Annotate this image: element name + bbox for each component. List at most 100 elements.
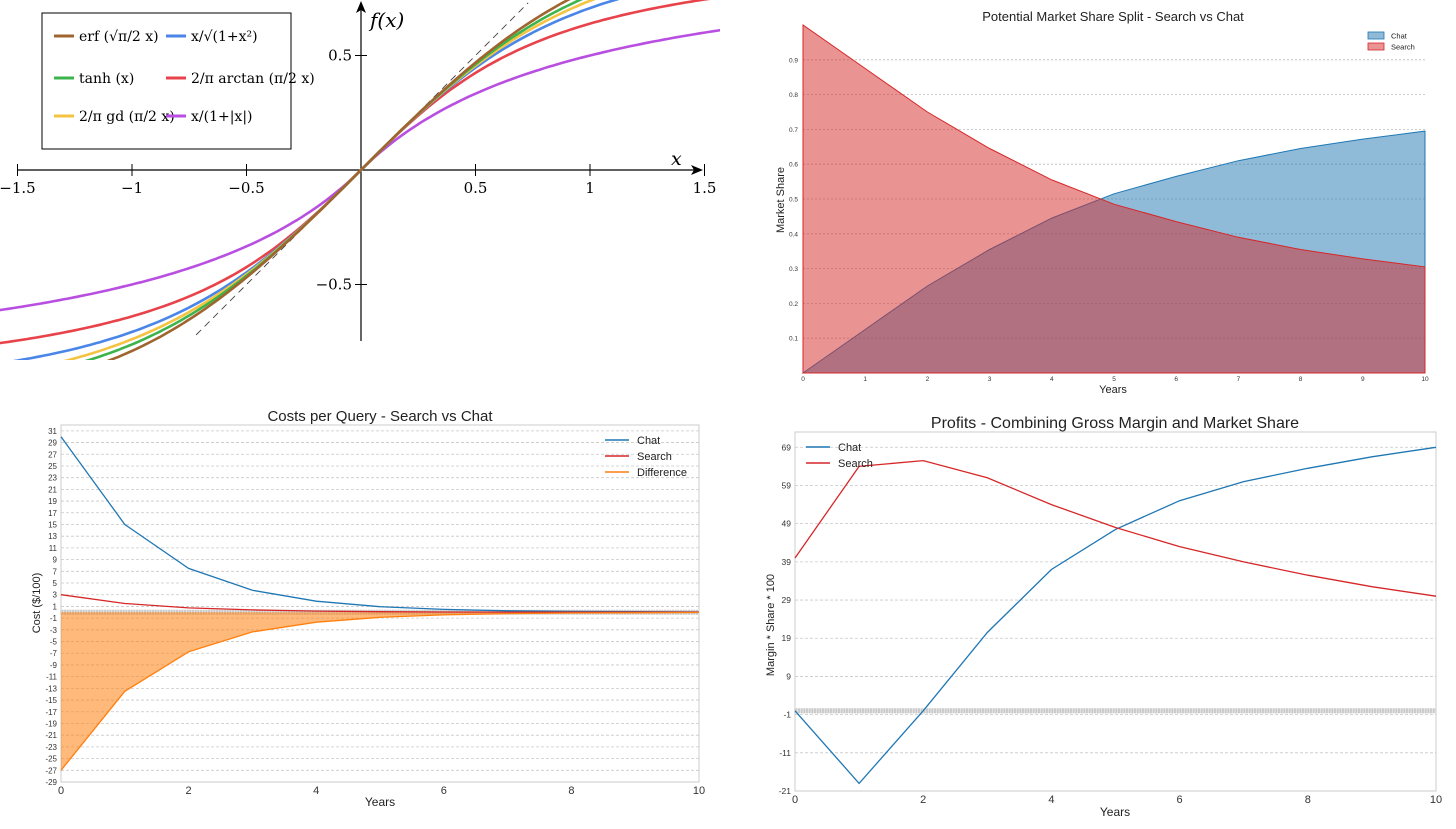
legend-label: x/(1+|x|) xyxy=(191,109,253,125)
y-tick-label: 15 xyxy=(48,520,57,529)
y-tick-label: -5 xyxy=(50,638,58,647)
sigmoid-x-axis-label: x xyxy=(671,148,682,170)
y-tick-label: 9 xyxy=(786,671,791,681)
legend-label-chat: Chat xyxy=(1391,32,1408,41)
x-tick-label: 1 xyxy=(585,179,595,197)
x-tick-label: 1 xyxy=(863,376,867,383)
y-tick-label: -11 xyxy=(779,748,791,758)
line-difference xyxy=(60,611,700,771)
costs-title: Costs per Query - Search vs Chat xyxy=(267,408,493,425)
costs-chart: Costs per Query - Search vs Chat 3129272… xyxy=(31,408,705,809)
y-tick-label: 25 xyxy=(48,462,57,471)
x-tick-label: 7 xyxy=(1237,376,1241,383)
x-tick-label: 0 xyxy=(801,376,805,383)
y-tick-label: 0.5 xyxy=(328,47,352,65)
y-tick-label: -11 xyxy=(46,673,58,682)
legend-label: erf (√π/2 x) xyxy=(79,29,159,45)
y-tick-label: -7 xyxy=(50,649,58,658)
market-y-axis-label: Market Share xyxy=(775,167,787,233)
y-tick-label: -23 xyxy=(45,743,57,752)
legend-swatch-chat xyxy=(1367,31,1385,40)
sigmoid-y-axis-label: f(x) xyxy=(368,8,404,32)
profits-title: Profits - Combining Gross Margin and Mar… xyxy=(931,415,1299,432)
y-tick-label: -13 xyxy=(45,684,57,693)
y-tick-label: -19 xyxy=(45,719,57,728)
y-tick-label: 11 xyxy=(49,544,58,553)
curve-erf xyxy=(106,0,571,360)
profits-y-axis-label: Margin * Share * 100 xyxy=(765,574,777,676)
x-tick-label: 0.5 xyxy=(464,179,488,197)
y-axis-arrow xyxy=(356,1,366,13)
x-tick-label: 10 xyxy=(1421,376,1429,383)
x-tick-label: 2 xyxy=(186,785,192,797)
x-tick-label: 1.5 xyxy=(693,179,717,197)
x-tick-label: 10 xyxy=(1430,794,1442,806)
legend-label-difference: Difference xyxy=(637,467,687,479)
y-tick-label: 0.8 xyxy=(789,92,798,99)
y-tick-label: -17 xyxy=(45,708,57,717)
y-tick-label: -9 xyxy=(50,661,58,670)
y-tick-label: 19 xyxy=(48,497,57,506)
y-tick-label: 0.1 xyxy=(789,336,798,343)
y-tick-label: 7 xyxy=(53,567,58,576)
y-tick-label: 0.5 xyxy=(789,197,798,204)
legend-label-search: Search xyxy=(838,458,873,470)
y-tick-label: 29 xyxy=(782,595,792,605)
x-tick-label: 6 xyxy=(1177,794,1183,806)
x-tick-label: 9 xyxy=(1361,376,1365,383)
y-tick-label: 1 xyxy=(53,602,58,611)
legend-swatch-search xyxy=(1367,42,1385,51)
y-tick-label: -25 xyxy=(45,755,57,764)
legend-label-chat: Chat xyxy=(637,435,660,447)
sigmoid-chart: −2.5−2−1.5−1−0.50.511.522.510.5−0.5−1 f(… xyxy=(0,0,720,360)
legend-label: x/√(1+x²) xyxy=(191,29,258,45)
x-tick-label: 6 xyxy=(1174,376,1178,383)
x-tick-label: 6 xyxy=(441,785,447,797)
y-tick-label: 23 xyxy=(48,474,57,483)
costs-legend: Chat Search Difference xyxy=(605,435,687,479)
x-tick-label: 0 xyxy=(58,785,64,797)
x-tick-label: 2 xyxy=(926,376,930,383)
x-tick-label: 3 xyxy=(988,376,992,383)
x-tick-label: 8 xyxy=(568,785,574,797)
y-tick-label: 9 xyxy=(53,556,58,565)
y-tick-label: 17 xyxy=(48,509,57,518)
x-tick-label: 0 xyxy=(792,794,798,806)
y-tick-label: -1 xyxy=(783,710,791,720)
y-tick-label: 59 xyxy=(782,480,792,490)
y-tick-label: 31 xyxy=(48,427,57,436)
zero-band xyxy=(795,708,1436,714)
y-tick-label: 27 xyxy=(48,450,57,459)
y-tick-label: 0.2 xyxy=(789,301,798,308)
plot-area xyxy=(60,424,700,783)
area-search xyxy=(802,24,1426,374)
profits-x-axis-label: Years xyxy=(1100,805,1130,819)
x-tick-label: −1 xyxy=(121,179,143,197)
profits-legend: Chat Search xyxy=(806,442,873,470)
y-tick-label: -29 xyxy=(45,778,57,787)
y-tick-label: 0.7 xyxy=(789,127,798,134)
costs-y-axis-label: Cost ($/100) xyxy=(31,573,43,634)
market-x-axis-label: Years xyxy=(1099,384,1127,396)
area-difference xyxy=(61,612,699,771)
sigmoid-legend: erf (√π/2 x) x/√(1+x²) tanh (x) 2/π arctan … xyxy=(41,12,315,150)
x-tick-label: 4 xyxy=(1050,376,1054,383)
x-tick-label: 4 xyxy=(313,785,319,797)
profits-chart: Profits - Combining Gross Margin and Mar… xyxy=(765,415,1442,819)
legend-label-search: Search xyxy=(1391,43,1415,52)
y-tick-label: 69 xyxy=(782,442,792,452)
line-search xyxy=(60,594,699,613)
y-tick-label: 0.9 xyxy=(789,57,798,64)
x-tick-label: 10 xyxy=(693,785,705,797)
y-tick-label: 3 xyxy=(53,591,58,600)
y-tick-label: 19 xyxy=(782,633,792,643)
x-tick-label: 4 xyxy=(1048,794,1054,806)
market-share-chart: Potential Market Share Split - Search vs… xyxy=(775,9,1429,396)
x-tick-label: 8 xyxy=(1299,376,1303,383)
legend-label: 2/π gd (π/2 x) xyxy=(79,109,175,125)
y-tick-label: −0.5 xyxy=(316,276,352,294)
legend-label-search: Search xyxy=(637,451,672,463)
y-tick-label: 39 xyxy=(782,557,792,567)
market-legend: Chat Search xyxy=(1367,31,1415,52)
x-tick-label: 8 xyxy=(1305,794,1311,806)
